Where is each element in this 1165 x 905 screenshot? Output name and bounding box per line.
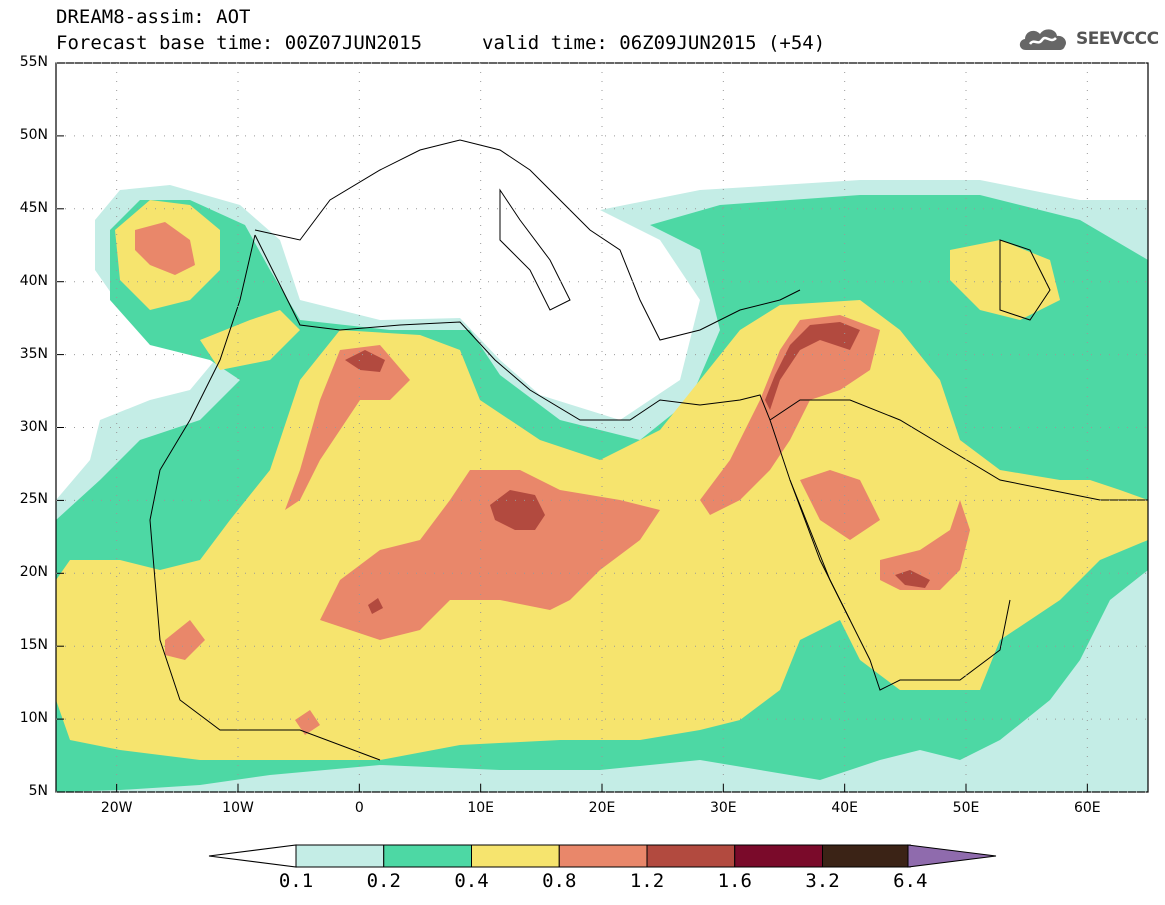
lon-label: 50E [952,800,980,816]
colorbar-box [646,844,736,868]
colorbar-box [295,844,385,868]
coastline-africa [254,234,1011,691]
valid-time: valid time: 06Z09JUN2015 (+54) [482,32,826,54]
lon-label: 40E [831,800,858,816]
lon-label: 10E [467,800,494,816]
colorbar-under-arrow [208,844,297,868]
coastline-europe [254,139,801,341]
lon-label: 20E [588,800,616,816]
coastline-westafrica [149,234,381,761]
forecast-base-time: Forecast base time: 00Z07JUN2015 [56,32,423,54]
cloud-icon [1019,29,1067,50]
colorbar-box [822,844,911,868]
lon-label: 20W [100,800,133,816]
colorbar [208,844,997,868]
lat-label: 40N [19,272,48,289]
logo-text: SEEVCCC [1076,29,1159,49]
lon-label: 60E [1073,800,1101,816]
lat-label: 10N [19,710,48,727]
colorbar-label: 0.4 [454,870,489,892]
lat-label: 45N [19,199,48,216]
aot-level-0-8 [135,222,970,735]
colorbar-box [383,844,472,868]
colorbar-box [471,844,560,868]
lat-label: 30N [19,418,48,435]
colorbar-label: 0.1 [278,870,314,892]
lon-label: 0 [354,800,364,816]
lat-label: 25N [19,491,48,508]
lon-label: 10W [222,800,254,816]
lat-label: 5N [28,783,48,799]
colorbar-box [558,844,648,868]
coastline-italy [499,188,571,311]
lat-label: 50N [19,126,48,143]
colorbar-label: 1.6 [717,870,752,892]
lat-label: 35N [19,345,48,362]
colorbar-label: 3.2 [805,870,840,892]
colorbar-label: 6.4 [893,870,928,892]
map-title: DREAM8-assim: AOT [56,6,251,28]
lat-label: 55N [19,54,48,70]
colorbar-label: 0.8 [542,870,577,892]
colorbar-box [734,844,823,868]
coastline-arabia [769,399,1148,501]
coastlines [149,139,1148,761]
lat-label: 15N [19,637,48,654]
colorbar-label: 0.2 [366,870,401,892]
colorbar-over-arrow [907,844,997,868]
colorbar-label: 1.2 [629,870,665,892]
coastline-caspian [999,239,1051,321]
seevccc-logo: SEEVCCC [1016,24,1159,54]
lon-label: 30E [709,800,737,816]
coastline-redsea [789,479,851,621]
lat-label: 20N [19,564,48,581]
